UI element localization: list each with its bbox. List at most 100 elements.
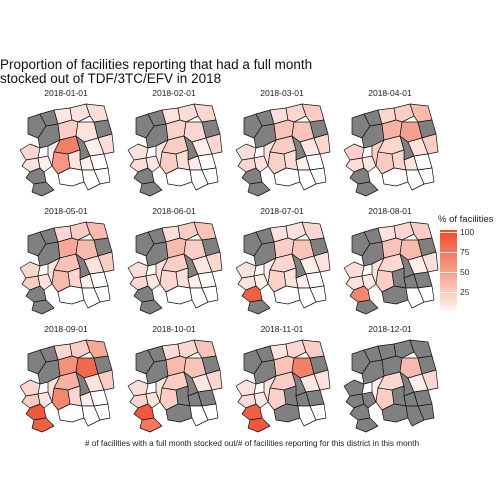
district-d05 — [247, 299, 271, 315]
district-d26 — [309, 167, 327, 185]
district-d01 — [19, 143, 41, 161]
panel-date-label: 2018-09-01 — [44, 324, 88, 334]
legend-tick-label: 50 — [460, 267, 470, 277]
district-map — [127, 103, 223, 197]
map-panel: 2018-02-01 — [122, 88, 226, 200]
district-d10 — [177, 339, 199, 359]
district-d01 — [127, 261, 149, 279]
district-d19 — [313, 133, 331, 155]
district-d19 — [205, 251, 223, 273]
district-d05 — [139, 417, 163, 433]
district-d03 — [37, 273, 53, 291]
district-d03 — [145, 155, 161, 173]
map-panel: 2018-03-01 — [230, 88, 334, 200]
district-d11 — [301, 339, 325, 359]
district-d26 — [201, 403, 219, 421]
panel-date-label: 2018-06-01 — [152, 206, 196, 216]
district-d19 — [97, 369, 115, 391]
panel-date-label: 2018-12-01 — [368, 324, 412, 334]
district-d11 — [301, 221, 325, 241]
district-d11 — [409, 103, 433, 123]
district-d05 — [355, 417, 379, 433]
legend-tick-label: 100 — [460, 227, 475, 237]
district-d19 — [313, 251, 331, 273]
district-d03 — [145, 273, 161, 291]
district-d01 — [343, 143, 365, 161]
map-panel: 2018-12-01 — [338, 324, 442, 436]
district-d05 — [139, 181, 163, 197]
district-d01 — [19, 379, 41, 397]
district-d25 — [189, 287, 209, 309]
district-d25 — [81, 287, 101, 309]
district-d11 — [409, 221, 433, 241]
legend-tick-label: 75 — [460, 247, 470, 257]
district-d10 — [69, 103, 91, 123]
map-panel: 2018-05-01 — [14, 206, 118, 318]
district-d01 — [127, 379, 149, 397]
district-map — [235, 339, 331, 433]
district-d01 — [127, 143, 149, 161]
district-d10 — [69, 339, 91, 359]
legend: % of facilities 100 75 50 25 — [438, 214, 504, 324]
district-d26 — [93, 403, 111, 421]
panel-date-label: 2018-07-01 — [260, 206, 304, 216]
district-d26 — [201, 167, 219, 185]
panel-date-label: 2018-10-01 — [152, 324, 196, 334]
district-d26 — [201, 285, 219, 303]
legend-tick-label: 25 — [460, 287, 470, 297]
district-d05 — [139, 299, 163, 315]
district-d10 — [393, 339, 415, 359]
panel-date-label: 2018-08-01 — [368, 206, 412, 216]
district-d03 — [253, 391, 269, 409]
district-d03 — [361, 155, 377, 173]
district-d25 — [405, 405, 425, 427]
panel-date-label: 2018-02-01 — [152, 88, 196, 98]
district-map — [343, 339, 439, 433]
district-d05 — [31, 181, 55, 197]
district-d05 — [247, 181, 271, 197]
district-d05 — [355, 181, 379, 197]
legend-tickmark — [440, 252, 457, 253]
district-d03 — [37, 391, 53, 409]
district-d25 — [297, 169, 317, 191]
district-d03 — [253, 273, 269, 291]
district-d10 — [285, 103, 307, 123]
map-panel: 2018-10-01 — [122, 324, 226, 436]
district-d03 — [361, 391, 377, 409]
district-d26 — [93, 167, 111, 185]
map-panel: 2018-06-01 — [122, 206, 226, 318]
district-d10 — [285, 339, 307, 359]
legend-colorbar — [440, 230, 457, 312]
district-d25 — [81, 169, 101, 191]
district-map — [19, 221, 115, 315]
map-title: Proportion of facilities reporting that … — [0, 57, 313, 86]
district-d11 — [193, 339, 217, 359]
map-panel: 2018-11-01 — [230, 324, 334, 436]
district-d10 — [69, 221, 91, 241]
district-d01 — [343, 379, 365, 397]
district-map — [343, 221, 439, 315]
district-d25 — [189, 169, 209, 191]
district-d01 — [235, 379, 257, 397]
district-d01 — [19, 261, 41, 279]
district-d01 — [235, 143, 257, 161]
district-map — [343, 103, 439, 197]
panel-date-label: 2018-05-01 — [44, 206, 88, 216]
legend-tickmark — [440, 292, 457, 293]
district-d05 — [31, 299, 55, 315]
district-d11 — [85, 103, 109, 123]
district-d10 — [177, 221, 199, 241]
district-d03 — [37, 155, 53, 173]
district-d19 — [205, 133, 223, 155]
district-d26 — [417, 285, 435, 303]
district-map — [235, 221, 331, 315]
district-d19 — [421, 133, 439, 155]
district-map — [235, 103, 331, 197]
district-d10 — [393, 103, 415, 123]
district-d19 — [421, 369, 439, 391]
district-map — [127, 339, 223, 433]
map-panel: 2018-01-01 — [14, 88, 118, 200]
district-d19 — [421, 251, 439, 273]
district-d26 — [309, 403, 327, 421]
district-d25 — [81, 405, 101, 427]
